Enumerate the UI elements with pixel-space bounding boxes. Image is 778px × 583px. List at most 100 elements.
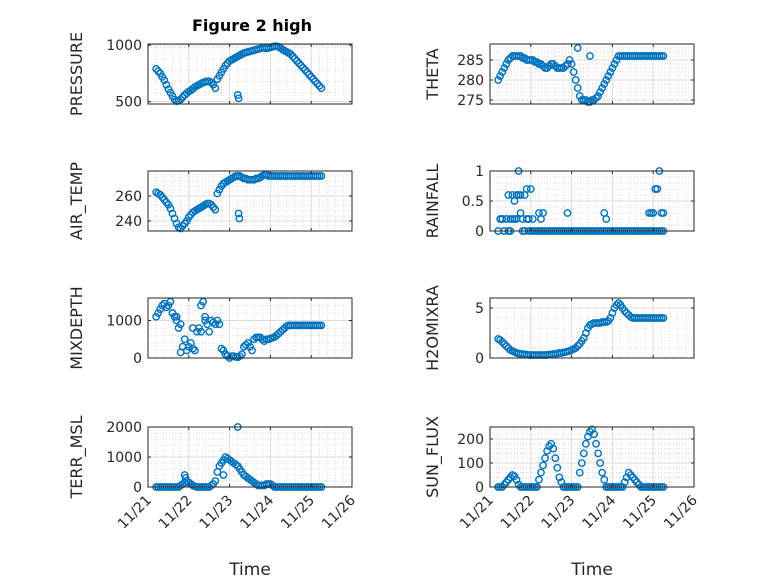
data-point — [537, 60, 545, 68]
data-point — [596, 459, 605, 467]
data-point — [152, 312, 161, 321]
data-point — [219, 471, 228, 479]
subplot-6: 0 5 H2OMIXRA — [423, 285, 695, 371]
data-point — [215, 320, 224, 329]
data-point — [537, 468, 545, 477]
subplot-2: 275 280 285 THETA — [423, 43, 695, 109]
y-tick-label: 1000 — [106, 450, 142, 466]
data-point — [512, 475, 521, 484]
y-tick-label: 0 — [133, 480, 142, 496]
x-tick-label: 11/23 — [197, 493, 237, 533]
x-tick-label: 11/22 — [156, 493, 196, 533]
y-tick-label: 1 — [475, 164, 484, 180]
ylabel: THETA — [423, 48, 442, 100]
data-point — [164, 200, 173, 209]
data-point — [248, 346, 256, 355]
ylabel: AIR_TEMP — [67, 162, 87, 240]
data-point — [563, 60, 572, 68]
subplot-8: 0 100 200 11/21 11/22 11/23 11/24 11/25 11/26 Tim… — [423, 416, 701, 580]
axes-box — [147, 297, 353, 359]
data-point — [293, 57, 301, 65]
data-point — [237, 350, 246, 359]
data-point — [288, 52, 297, 61]
data-point — [211, 84, 220, 93]
data-point — [571, 344, 580, 352]
data-point — [160, 76, 169, 85]
data-point — [549, 444, 558, 453]
data-point — [539, 461, 547, 470]
data-point — [565, 56, 574, 64]
y-tick-label: 0 — [475, 224, 484, 240]
data-point — [535, 475, 543, 484]
data-point — [213, 316, 222, 325]
data-point — [299, 63, 307, 72]
data-point — [313, 79, 322, 88]
x-tick-label: 11/26 — [319, 492, 359, 532]
ylabel: RAINFALL — [423, 164, 442, 239]
data-point — [553, 463, 562, 472]
y-tick-label: 200 — [457, 432, 484, 448]
x-tick-label: 11/26 — [661, 492, 701, 532]
data-point — [516, 52, 525, 60]
data-point — [181, 474, 190, 482]
data-point — [317, 172, 326, 180]
data-point — [213, 189, 222, 198]
data-point — [567, 60, 576, 68]
subplot-7: 0 1000 2000 11/21 11/22 11/23 11/24 11/25 11/26 T… — [67, 415, 359, 580]
data-point — [211, 205, 220, 214]
data-point — [502, 342, 511, 350]
data-point — [577, 459, 586, 467]
data-point — [522, 185, 531, 193]
data-point — [500, 64, 509, 72]
data-point — [498, 215, 507, 223]
data-point — [496, 72, 505, 80]
data-point — [659, 52, 668, 60]
x-tick-label: 11/25 — [278, 493, 318, 533]
data-point — [498, 68, 507, 76]
data-point — [219, 346, 228, 355]
data-point — [586, 98, 594, 106]
data-point — [594, 92, 603, 100]
data-series — [494, 44, 668, 106]
data-point — [604, 72, 613, 80]
data-point — [234, 94, 243, 103]
y-tick-label: 0 — [133, 351, 142, 367]
data-point — [528, 56, 537, 64]
data-series — [152, 42, 326, 106]
data-point — [620, 307, 629, 315]
data-point — [154, 309, 163, 317]
data-point — [286, 50, 295, 59]
y-tick-label: 0 — [475, 480, 484, 496]
data-point — [317, 321, 326, 330]
ylabel: TERR_MSL — [67, 415, 87, 499]
data-point — [166, 297, 175, 306]
x-axis-label: Time — [228, 560, 271, 580]
data-point — [590, 430, 598, 439]
data-point — [307, 72, 316, 81]
data-point — [622, 309, 631, 317]
data-point — [592, 439, 600, 448]
data-point — [207, 78, 216, 87]
data-point — [551, 454, 560, 463]
data-point — [315, 81, 324, 90]
subplot-3: 240 260 AIR_TEMP — [67, 162, 353, 240]
data-point — [235, 352, 244, 361]
data-point — [188, 344, 197, 353]
axes-box — [489, 43, 695, 105]
data-point — [182, 217, 191, 225]
data-point — [543, 64, 552, 72]
data-point — [500, 340, 509, 348]
data-point — [301, 66, 309, 74]
data-point — [244, 339, 252, 347]
data-point — [612, 56, 621, 64]
data-point — [539, 209, 547, 217]
y-tick-label: 240 — [115, 214, 142, 230]
data-point — [600, 80, 609, 88]
y-tick-label: 1000 — [106, 38, 142, 54]
data-point — [297, 61, 305, 70]
data-point — [180, 335, 189, 344]
data-point — [221, 61, 230, 70]
data-point — [205, 327, 214, 336]
data-point — [260, 337, 269, 346]
